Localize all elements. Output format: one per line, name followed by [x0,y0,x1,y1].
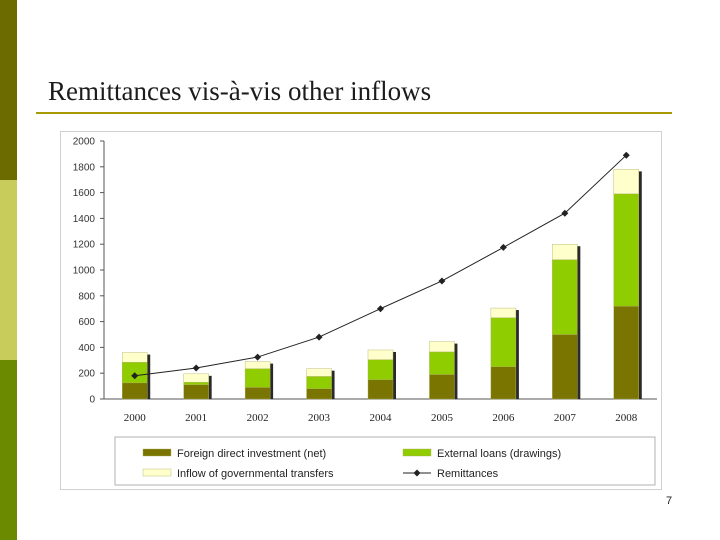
bar-external-loans [367,359,394,380]
sidebar-block-top [0,0,17,180]
bar-shadow [270,363,274,399]
bar-governmental-transfers [367,349,394,360]
bar-shadow [208,375,212,399]
y-tick-label: 2000 [73,137,96,148]
decorative-sidebar [0,0,17,540]
bar-governmental-transfers [613,169,639,195]
bar-fdi [613,305,639,400]
remittances-point [499,243,507,251]
bar-shadow [638,171,642,399]
x-tick-label: 2008 [615,412,638,424]
title-underline [36,112,672,114]
bar-governmental-transfers [244,361,271,369]
remittances-point [377,305,384,313]
x-tick-label: 2005 [431,412,454,424]
remittances-point [438,277,446,285]
sidebar-block-bottom [0,360,17,540]
legend-swatch-marker [413,469,421,477]
remittances-point [561,209,569,217]
bar-governmental-transfers [429,341,455,353]
legend-label: External loans (drawings) [437,448,561,460]
x-tick-label: 2002 [247,412,269,424]
bar-external-loans [244,368,271,388]
y-tick-label: 1600 [73,188,96,199]
bar-fdi [244,387,271,400]
y-tick-label: 800 [78,291,95,302]
x-tick-label: 2004 [370,412,393,424]
legend-box [114,436,656,486]
bar-shadow [393,351,396,399]
remittances-point [622,151,630,159]
remittances-point [192,364,200,372]
legend-swatch [142,448,172,457]
bar-fdi [367,379,394,400]
legend-swatch [402,448,432,457]
x-tick-label: 2000 [124,412,147,424]
bar-fdi [183,384,209,400]
bar-shadow [331,370,335,399]
bar-governmental-transfers [490,307,517,318]
bar-external-loans [552,259,578,335]
legend-swatch [142,468,172,477]
bar-fdi [429,374,455,400]
bar-fdi [490,366,517,400]
y-tick-label: 1000 [73,266,96,277]
y-tick-label: 1800 [73,162,96,173]
bar-external-loans [613,193,639,307]
bar-external-loans [429,351,455,375]
bar-external-loans [183,382,209,386]
sidebar-block-middle [0,180,17,360]
legend-label: Remittances [437,468,499,480]
bar-shadow [147,354,151,399]
legend-label: Inflow of governmental transfers [177,468,334,480]
bar-governmental-transfers [306,368,332,377]
slide-title: Remittances vis-à-vis other inflows [48,76,432,106]
bar-shadow [577,246,581,399]
bar-governmental-transfers [183,373,209,383]
y-tick-label: 600 [78,317,95,328]
chart-frame [60,131,662,490]
bar-external-loans [490,317,517,367]
y-tick-label: 0 [89,395,95,406]
bar-fdi [122,382,148,400]
y-tick-label: 400 [78,343,95,354]
legend-label: Foreign direct investment (net) [177,448,326,460]
remittances-point [315,333,323,341]
bar-shadow [454,343,458,399]
y-tick-label: 1200 [73,240,96,251]
remittances-point [254,353,262,361]
x-tick-label: 2003 [308,412,331,424]
remittances-point [131,372,139,380]
y-tick-label: 1400 [73,214,96,225]
x-tick-label: 2006 [492,412,515,424]
bar-external-loans [306,376,332,389]
page-number: 7 [666,495,673,507]
bar-fdi [306,388,332,400]
x-tick-label: 2001 [185,412,207,424]
bar-governmental-transfers [122,352,148,363]
bar-shadow [515,310,519,399]
bar-governmental-transfers [552,243,578,260]
x-tick-label: 2007 [554,412,577,424]
bar-fdi [552,334,578,400]
y-tick-label: 200 [78,369,95,380]
